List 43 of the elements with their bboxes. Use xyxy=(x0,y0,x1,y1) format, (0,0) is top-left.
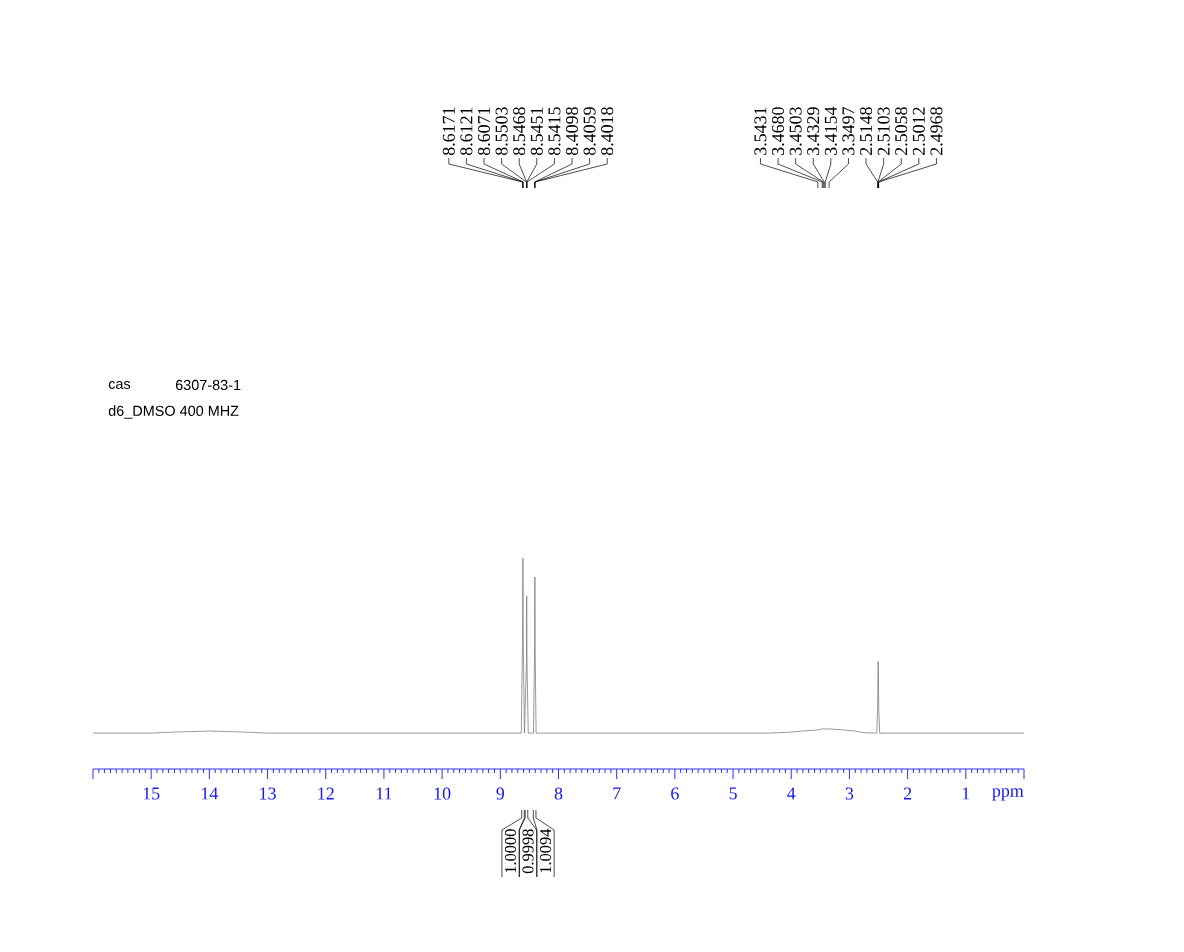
x-tick-label: 13 xyxy=(260,787,276,800)
annotation: 2.4968 xyxy=(930,107,943,156)
annotation: 2.5103 xyxy=(877,107,890,156)
annotation: 2.5148 xyxy=(859,107,873,156)
annotation: 8.5451 xyxy=(530,107,543,156)
annotation: 8.6171 xyxy=(442,107,455,156)
x-tick-label: 6 xyxy=(671,787,679,800)
annotation: 2.5012 xyxy=(912,107,925,156)
text: 6307-83-1 xyxy=(175,379,241,391)
x-tick-label: 8 xyxy=(554,787,563,800)
annotation: 8.4059 xyxy=(583,107,596,156)
text: cas xyxy=(108,381,131,389)
x-tick-label: 12 xyxy=(318,787,334,800)
annotation: 8.4098 xyxy=(565,107,579,156)
x-tick-label: 10 xyxy=(434,787,451,800)
x-tick-label: 7 xyxy=(613,787,621,800)
annotation: 3.4680 xyxy=(771,107,785,155)
annotation: 3.4329 xyxy=(807,107,820,155)
annotation: 3.4503 xyxy=(789,107,802,155)
annotation: 1.0000 xyxy=(504,829,517,873)
x-tick-label: 14 xyxy=(201,787,219,800)
x-tick-label: 15 xyxy=(143,787,160,800)
annotation: 3.5431 xyxy=(754,107,767,155)
annotation: 2.5058 xyxy=(895,107,908,156)
annotation: 8.4018 xyxy=(601,107,614,156)
x-tick-label: 4 xyxy=(787,787,796,800)
x-tick-label: 2 xyxy=(903,787,912,800)
annotation: 0.9998 xyxy=(522,829,534,874)
x-tick-label: 11 xyxy=(376,787,392,800)
annotation: 3.4154 xyxy=(824,106,837,155)
x-tick-label: 1 xyxy=(962,787,970,800)
annotation: 8.6121 xyxy=(460,107,473,156)
annotation: 8.5503 xyxy=(495,107,508,156)
x-tick-label: 9 xyxy=(496,787,505,800)
x-tick-label: 3 xyxy=(845,787,854,800)
annotation: 8.6071 xyxy=(477,107,491,156)
text: d6_DMSO 400 MHZ xyxy=(108,405,239,419)
x-tick-label: 5 xyxy=(729,787,737,800)
annotation: 8.5415 xyxy=(548,107,561,156)
annotation: 1.0094 xyxy=(539,828,552,873)
x-axis-title: ppm xyxy=(992,788,1024,801)
annotation: 3.3497 xyxy=(842,106,855,155)
annotation: 8.5468 xyxy=(513,107,526,156)
